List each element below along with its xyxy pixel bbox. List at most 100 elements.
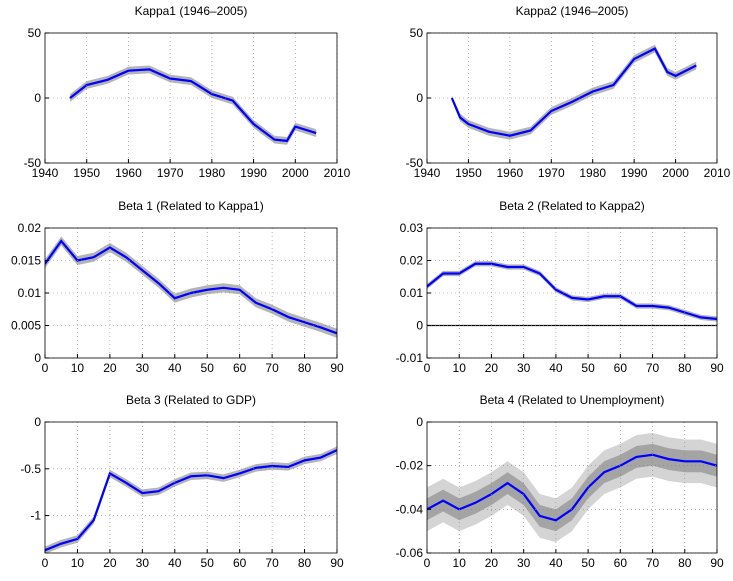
y-tick-label: -0.04	[396, 502, 424, 516]
x-tick-label: 70	[265, 361, 279, 375]
x-tick-label: 20	[485, 556, 499, 570]
y-tick-label: -1	[30, 509, 41, 523]
x-tick-label: 0	[424, 361, 431, 375]
x-tick-label: 1970	[538, 166, 565, 180]
x-tick-label: 80	[678, 361, 692, 375]
confidence-band	[451, 44, 697, 140]
plot-area	[450, 44, 697, 140]
confidence-band	[45, 446, 337, 553]
x-tick-label: 70	[646, 361, 660, 375]
x-tick-label: 90	[330, 556, 344, 570]
y-tick-label: 0.02	[400, 254, 424, 268]
x-tick-label: 40	[168, 361, 182, 375]
x-tick-label: 20	[485, 361, 499, 375]
x-tick-label: 70	[265, 556, 279, 570]
x-tick-label: 30	[517, 556, 531, 570]
x-tick-label: 1970	[157, 166, 184, 180]
x-tick-label: 80	[298, 556, 312, 570]
series-line	[69, 68, 317, 143]
x-tick-label: 2010	[324, 166, 351, 180]
x-tick-label: 0	[424, 556, 431, 570]
x-tick-label: 1960	[497, 166, 524, 180]
y-tick-label: -0.5	[20, 462, 41, 476]
x-tick-label: 1950	[73, 166, 100, 180]
x-tick-label: 60	[614, 556, 628, 570]
x-tick-label: 1960	[115, 166, 142, 180]
x-tick-label: 20	[103, 361, 117, 375]
x-tick-label: 1990	[621, 166, 648, 180]
y-tick-label: 0.01	[400, 286, 424, 300]
panel-title: Kappa1 (1946–2005)	[135, 4, 248, 18]
plot-area	[69, 65, 317, 145]
x-tick-label: 1990	[240, 166, 267, 180]
x-tick-label: 2000	[662, 166, 689, 180]
y-tick-label: -0.02	[396, 459, 424, 473]
y-tick-label: -50	[24, 156, 42, 170]
x-tick-label: 2010	[704, 166, 731, 180]
panel: Kappa1 (1946–2005) 1940 1950 1960 1970 1980 19…	[24, 4, 351, 180]
x-tick-label: 30	[136, 361, 150, 375]
y-tick-label: 0	[34, 351, 41, 365]
x-tick-label: 1940	[414, 166, 441, 180]
axes-box	[426, 421, 718, 554]
x-tick-label: 70	[646, 556, 660, 570]
x-tick-label: 10	[71, 556, 85, 570]
plot-area	[45, 236, 337, 338]
y-tick-label: 0	[34, 415, 41, 429]
y-tick-label: -50	[406, 156, 424, 170]
x-tick-label: 10	[453, 361, 467, 375]
x-tick-label: 90	[330, 361, 344, 375]
panel: Beta 3 (Related to GDP) 0 10 20 30 40 50 60 70 80…	[20, 393, 344, 570]
x-tick-label: 1980	[579, 166, 606, 180]
x-tick-label: 30	[136, 556, 150, 570]
x-tick-label: 0	[42, 556, 49, 570]
x-tick-label: 40	[168, 556, 182, 570]
series-line	[45, 239, 337, 335]
x-tick-label: 50	[581, 361, 595, 375]
panel-title: Beta 2 (Related to Kappa2)	[499, 199, 644, 213]
y-tick-label: 0	[416, 319, 423, 333]
x-tick-label: 60	[233, 361, 247, 375]
confidence-band	[45, 236, 337, 338]
confidence-band	[427, 443, 717, 532]
plot-area	[427, 432, 717, 543]
x-tick-label: 30	[517, 361, 531, 375]
x-tick-label: 80	[298, 361, 312, 375]
plot-area	[427, 261, 717, 327]
series-line	[427, 262, 717, 321]
y-tick-label: 50	[28, 26, 42, 40]
x-tick-label: 1940	[32, 166, 59, 180]
x-tick-label: 10	[71, 361, 85, 375]
x-tick-label: 40	[549, 556, 563, 570]
y-tick-label: 0.02	[18, 221, 42, 235]
y-tick-label: 0	[416, 91, 423, 105]
x-tick-label: 80	[678, 556, 692, 570]
y-tick-label: 50	[410, 26, 424, 40]
y-tick-label: 0	[416, 415, 423, 429]
x-tick-label: 90	[710, 361, 724, 375]
confidence-band	[427, 261, 717, 322]
x-tick-label: 1950	[455, 166, 482, 180]
y-tick-label: 0.01	[18, 286, 42, 300]
panel-title: Beta 1 (Related to Kappa1)	[118, 199, 263, 213]
series-line	[450, 47, 697, 137]
x-tick-label: 1980	[199, 166, 226, 180]
y-tick-label: 0.015	[11, 254, 41, 268]
x-tick-label: 90	[710, 556, 724, 570]
series-line	[45, 449, 337, 552]
x-tick-label: 50	[201, 556, 215, 570]
panel-title: Beta 4 (Related to Unemployment)	[480, 393, 665, 407]
y-tick-label: 0.005	[11, 319, 41, 333]
x-tick-label: 50	[201, 361, 215, 375]
x-tick-label: 40	[549, 361, 563, 375]
y-tick-label: -0.01	[396, 351, 424, 365]
plot-area	[45, 446, 337, 553]
y-tick-label: 0	[34, 91, 41, 105]
x-tick-label: 0	[42, 361, 49, 375]
x-tick-label: 10	[453, 556, 467, 570]
panel: Beta 2 (Related to Kappa2) 0 10 20 30 40 50 60 7…	[396, 199, 724, 375]
panel-title: Kappa2 (1946–2005)	[516, 4, 629, 18]
panel-title: Beta 3 (Related to GDP)	[126, 393, 256, 407]
x-tick-label: 2000	[282, 166, 309, 180]
